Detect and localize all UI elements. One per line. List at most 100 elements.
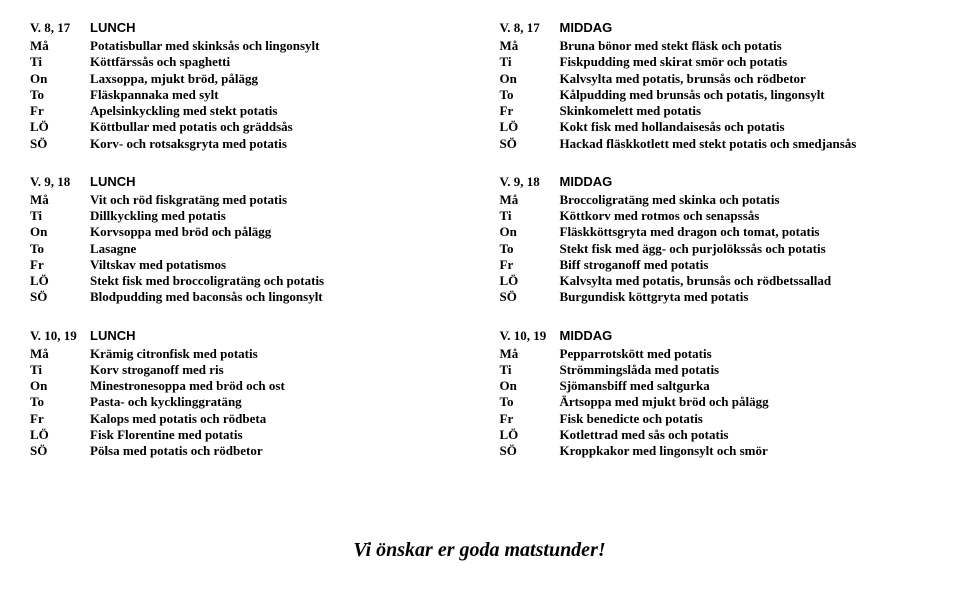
day-label: Må [500, 192, 560, 208]
menu-line: SÖPölsa med potatis och rödbetor [30, 443, 460, 459]
day-label: Må [500, 346, 560, 362]
dish-text: Pasta- och kycklinggratäng [90, 394, 242, 410]
dish-text: Fiskpudding med skirat smör och potatis [560, 54, 788, 70]
dish-text: Hackad fläskkotlett med stekt potatis oc… [560, 136, 857, 152]
day-label: On [30, 378, 90, 394]
menu-header: V. 10, 19LUNCH [30, 328, 460, 344]
menu-line: FrBiff stroganoff med potatis [500, 257, 930, 273]
menu-header: V. 8, 17LUNCH [30, 20, 460, 36]
day-label: To [500, 394, 560, 410]
day-label: Ti [500, 54, 560, 70]
menu-line: MåVit och röd fiskgratäng med potatis [30, 192, 460, 208]
menu-header: V. 9, 18LUNCH [30, 174, 460, 190]
day-label: Fr [30, 103, 90, 119]
menu-line: SÖKroppkakor med lingonsylt och smör [500, 443, 930, 459]
menu-line: TiStrömmingslåda med potatis [500, 362, 930, 378]
dish-text: Korv- och rotsaksgryta med potatis [90, 136, 287, 152]
dish-text: Kokt fisk med hollandaisesås och potatis [560, 119, 785, 135]
day-label: LÖ [30, 273, 90, 289]
day-label: SÖ [500, 289, 560, 305]
menu-line: TiDillkyckling med potatis [30, 208, 460, 224]
day-label: Må [500, 38, 560, 54]
menu-line: TiFiskpudding med skirat smör och potati… [500, 54, 930, 70]
dish-text: Ärtsoppa med mjukt bröd och pålägg [560, 394, 769, 410]
menu-row: V. 8, 17LUNCHMåPotatisbullar med skinkså… [30, 20, 929, 152]
menu-line: MåKrämig citronfisk med potatis [30, 346, 460, 362]
menu-column: V. 8, 17MIDDAGMåBruna bönor med stekt fl… [500, 20, 930, 152]
menu-line: LÖKöttbullar med potatis och gräddsås [30, 119, 460, 135]
menu-line: FrFisk benedicte och potatis [500, 411, 930, 427]
menu-line: LÖKokt fisk med hollandaisesås och potat… [500, 119, 930, 135]
menu-line: LÖKalvsylta med potatis, brunsås och röd… [500, 273, 930, 289]
menu-header: V. 9, 18MIDDAG [500, 174, 930, 190]
menu-column: V. 10, 19MIDDAG MåPepparrotskött med pota… [500, 328, 930, 460]
menu-line: LÖFisk Florentine med potatis [30, 427, 460, 443]
menu-line: TiKorv stroganoff med ris [30, 362, 460, 378]
menu-column: V. 10, 19LUNCH MåKrämig citronfisk med po… [30, 328, 460, 460]
menu-header: V. 10, 19MIDDAG [500, 328, 930, 344]
day-label: Må [30, 346, 90, 362]
menu-line: FrSkinkomelett med potatis [500, 103, 930, 119]
day-label: LÖ [30, 119, 90, 135]
day-label: On [30, 224, 90, 240]
dish-text: Biff stroganoff med potatis [560, 257, 709, 273]
dish-text: Fläskköttsgryta med dragon och tomat, po… [560, 224, 820, 240]
dish-text: Broccoligratäng med skinka och potatis [560, 192, 780, 208]
day-label: To [500, 241, 560, 257]
menu-line: OnKalvsylta med potatis, brunsås och röd… [500, 71, 930, 87]
menu-week: V. 8, 17 [30, 20, 90, 36]
dish-text: Stekt fisk med broccoligratäng och potat… [90, 273, 324, 289]
day-label: On [500, 71, 560, 87]
menu-line: TiKöttkorv med rotmos och senapssås [500, 208, 930, 224]
footer-text: Vi önskar er goda matstunder! [30, 539, 929, 562]
menu-line: ToLasagne [30, 241, 460, 257]
day-label: Må [30, 38, 90, 54]
day-label: SÖ [30, 443, 90, 459]
menu-title: LUNCH [90, 20, 136, 36]
menu-line: OnSjömansbiff med saltgurka [500, 378, 930, 394]
day-label: SÖ [500, 443, 560, 459]
menu-line: OnMinestronesoppa med bröd och ost [30, 378, 460, 394]
dish-text: Dillkyckling med potatis [90, 208, 226, 224]
menu-line: TiKöttfärssås och spaghetti [30, 54, 460, 70]
day-label: Ti [500, 362, 560, 378]
menu-line: MåPotatisbullar med skinksås och lingons… [30, 38, 460, 54]
dish-text: Kalops med potatis och rödbeta [90, 411, 266, 427]
dish-text: Pepparrotskött med potatis [560, 346, 712, 362]
menu-line: OnFläskköttsgryta med dragon och tomat, … [500, 224, 930, 240]
day-label: Fr [30, 257, 90, 273]
dish-text: Stekt fisk med ägg- och purjolökssås och… [560, 241, 826, 257]
menu-row: V. 10, 19LUNCHMåKrämig citronfisk med po… [30, 328, 929, 460]
day-label: To [30, 87, 90, 103]
day-label: SÖ [500, 136, 560, 152]
day-label: LÖ [30, 427, 90, 443]
dish-text: Kroppkakor med lingonsylt och smör [560, 443, 768, 459]
day-label: To [30, 241, 90, 257]
menu-line: MåBroccoligratäng med skinka och potatis [500, 192, 930, 208]
menu-week: V. 10, 19 [30, 328, 90, 344]
dish-text: Bruna bönor med stekt fläsk och potatis [560, 38, 782, 54]
menu-line: SÖBlodpudding med baconsås och lingonsyl… [30, 289, 460, 305]
day-label: SÖ [30, 289, 90, 305]
dish-text: Korvsoppa med bröd och pålägg [90, 224, 271, 240]
menu-title: MIDDAG [560, 174, 613, 190]
day-label: On [30, 71, 90, 87]
dish-text: Fisk Florentine med potatis [90, 427, 243, 443]
day-label: Ti [500, 208, 560, 224]
dish-text: Pölsa med potatis och rödbetor [90, 443, 263, 459]
dish-text: Lasagne [90, 241, 136, 257]
dish-text: Apelsinkyckling med stekt potatis [90, 103, 277, 119]
day-label: Fr [500, 257, 560, 273]
menu-week: V. 8, 17 [500, 20, 560, 36]
menu-line: LÖKotlettrad med sås och potatis [500, 427, 930, 443]
menu-week: V. 10, 19 [500, 328, 560, 344]
dish-text: Viltskav med potatismos [90, 257, 226, 273]
menu-line: ToKålpudding med brunsås och potatis, li… [500, 87, 930, 103]
dish-text: Krämig citronfisk med potatis [90, 346, 258, 362]
menu-week: V. 9, 18 [500, 174, 560, 190]
menu-line: SÖHackad fläskkotlett med stekt potatis … [500, 136, 930, 152]
dish-text: Köttkorv med rotmos och senapssås [560, 208, 760, 224]
menu-line: LÖStekt fisk med broccoligratäng och pot… [30, 273, 460, 289]
day-label: To [30, 394, 90, 410]
dish-text: Kalvsylta med potatis, brunsås och rödbe… [560, 273, 832, 289]
